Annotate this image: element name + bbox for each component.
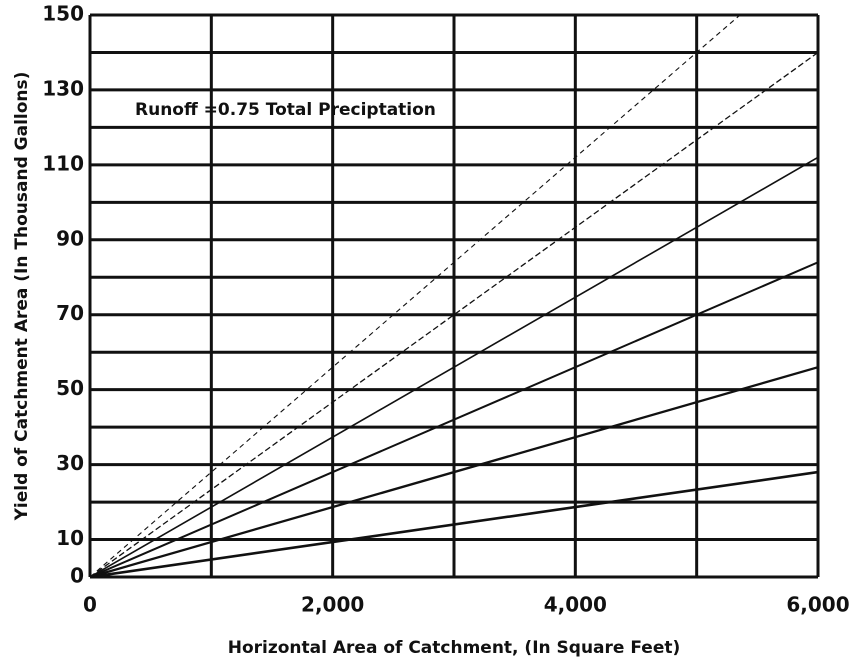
y-tick-label: 110 <box>42 151 84 175</box>
x-tick-label: 0 <box>83 593 97 617</box>
y-tick-label: 150 <box>42 2 84 26</box>
y-tick-label: 30 <box>56 451 84 475</box>
y-tick-label: 50 <box>56 376 84 400</box>
x-axis-title: Horizontal Area of Catchment, (In Square… <box>228 638 681 658</box>
annotation: Runoff =0.75 Total Preciptation <box>135 100 436 120</box>
y-tick-label: 0 <box>70 564 84 588</box>
series-line <box>90 366 818 577</box>
x-tick-label: 6,000 <box>786 593 849 617</box>
series-line <box>90 51 818 577</box>
x-tick-label: 2,000 <box>301 593 364 617</box>
y-tick-label: 10 <box>56 526 84 550</box>
y-tick-label: 90 <box>56 226 84 250</box>
x-tick-label: 4,000 <box>544 593 607 617</box>
series-line <box>90 470 818 577</box>
y-axis-title: Yield of Catchment Area (In Thousand Gal… <box>12 72 32 522</box>
series-line <box>90 15 741 577</box>
y-tick-label: 70 <box>56 301 84 325</box>
series-line <box>90 156 818 577</box>
series-line <box>90 261 818 577</box>
y-tick-label: 130 <box>42 76 84 100</box>
